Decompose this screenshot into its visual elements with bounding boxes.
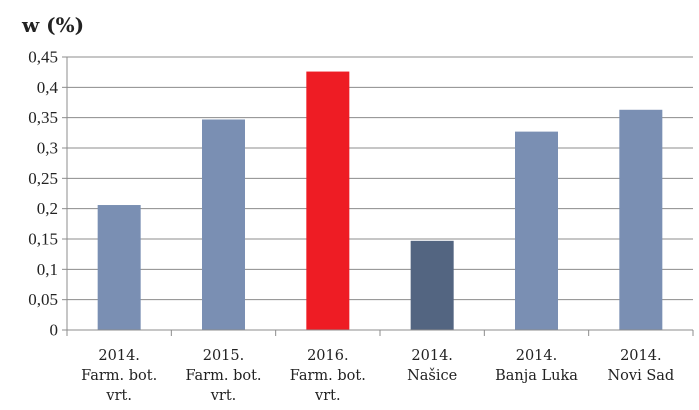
bars <box>97 71 663 330</box>
x-tick-label-line: vrt. <box>210 388 237 404</box>
bar <box>306 71 350 330</box>
x-tick-label: 2014. Farm. bot. vrt. <box>81 348 157 404</box>
x-tick-label: 2016. Farm. bot. vrt. <box>290 348 366 404</box>
x-tick-label: 2014. Našice <box>407 348 457 384</box>
x-tick-label-line: 2014. <box>516 348 558 364</box>
bar <box>410 240 454 330</box>
y-tick-label: 0,4 <box>37 78 59 97</box>
y-tick-label: 0,25 <box>28 169 58 188</box>
x-tick-label-line: 2014. <box>411 348 453 364</box>
bar <box>202 119 245 330</box>
x-tick-label: 2014. Banja Luka <box>495 348 578 384</box>
x-tick-label: 2014. Novi Sad <box>607 348 674 384</box>
y-tick-label: 0,15 <box>28 230 58 249</box>
x-tick-label: 2015. Farm. bot. vrt. <box>185 348 261 404</box>
x-tick-label-line: 2014. <box>98 348 140 364</box>
bar <box>97 205 141 330</box>
x-tick-label-line: Našice <box>407 367 457 384</box>
y-tick-label: 0,45 <box>28 48 58 67</box>
x-tick-label-line: 2015. <box>203 348 245 364</box>
y-tick-label: 0,35 <box>28 108 58 127</box>
y-axis-title: w (%) <box>21 13 84 37</box>
x-tick-label-line: Farm. bot. <box>185 368 261 384</box>
y-tick-label: 0 <box>50 321 59 340</box>
y-tick-label: 0,05 <box>28 290 58 309</box>
x-tick-label-line: Farm. bot. <box>290 368 366 384</box>
bar <box>515 131 558 330</box>
bar <box>619 109 663 330</box>
x-tick-label-line: Novi Sad <box>607 368 674 384</box>
x-tick-label-line: 2014. <box>620 348 662 364</box>
x-tick-labels: 2014. Farm. bot. vrt.2015. Farm. bot. vrt.20… <box>81 348 674 404</box>
x-tick-label-line: vrt. <box>105 388 132 404</box>
x-tick-label-line: 2016. <box>307 348 349 364</box>
x-tick-label-line: Banja Luka <box>495 368 578 384</box>
x-axis <box>66 329 694 336</box>
y-tick-labels: 0 0,05 0,1 0,15 0,2 0,25 0,3 0,35 0,4 0,45 <box>28 48 58 340</box>
gridlines <box>62 56 693 331</box>
x-tick-label-line: vrt. <box>314 388 341 404</box>
y-tick-label: 0,1 <box>37 260 58 279</box>
x-tick-label-line: Farm. bot. <box>81 368 157 384</box>
y-tick-label: 0,2 <box>37 199 58 218</box>
y-tick-label: 0,3 <box>37 139 58 158</box>
